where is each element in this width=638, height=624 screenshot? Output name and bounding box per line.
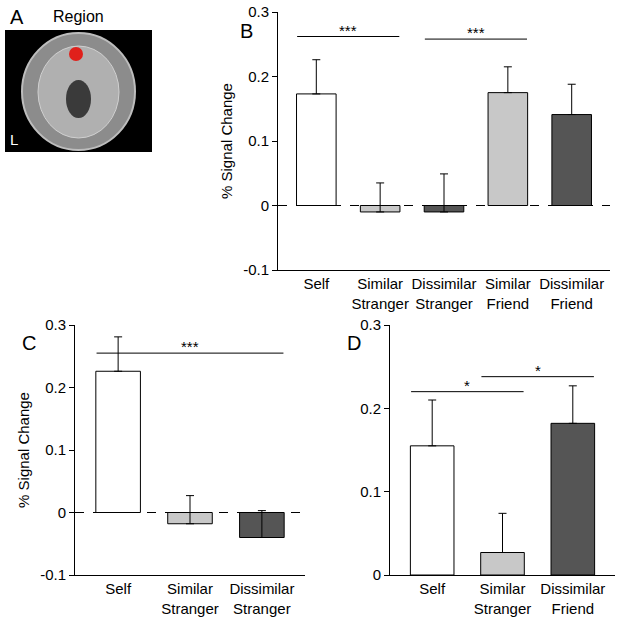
svg-text:0.3: 0.3 — [45, 316, 66, 333]
svg-text:D: D — [347, 332, 361, 354]
svg-text:0: 0 — [261, 197, 269, 214]
svg-text:% Signal Change: % Signal Change — [218, 83, 235, 199]
svg-text:L: L — [10, 131, 18, 148]
svg-text:Self: Self — [105, 580, 132, 597]
svg-text:0: 0 — [373, 566, 381, 583]
svg-text:0.1: 0.1 — [248, 132, 269, 149]
svg-text:***: *** — [181, 338, 199, 355]
svg-text:-0.1: -0.1 — [243, 261, 269, 278]
svg-text:C: C — [22, 332, 36, 354]
svg-text:0.2: 0.2 — [360, 400, 381, 417]
svg-text:SimilarStranger: SimilarStranger — [161, 580, 219, 617]
svg-text:SimilarFriend: SimilarFriend — [485, 275, 531, 312]
svg-text:0.2: 0.2 — [248, 68, 269, 85]
svg-text:*: * — [464, 377, 470, 394]
svg-text:Self: Self — [303, 275, 330, 292]
svg-text:Self: Self — [419, 580, 446, 597]
svg-text:***: *** — [339, 22, 357, 39]
svg-text:Region: Region — [53, 8, 104, 25]
svg-text:-0.1: -0.1 — [40, 566, 66, 583]
svg-text:DissimilarFriend: DissimilarFriend — [539, 275, 604, 312]
svg-text:DissimilarFriend: DissimilarFriend — [540, 580, 605, 617]
svg-text:0.1: 0.1 — [45, 441, 66, 458]
svg-text:SimilarStranger: SimilarStranger — [474, 580, 532, 617]
svg-text:% Signal Change: % Signal Change — [15, 392, 32, 508]
svg-text:DissimilarStranger: DissimilarStranger — [412, 275, 477, 312]
svg-text:B: B — [240, 20, 253, 42]
svg-text:0.2: 0.2 — [45, 379, 66, 396]
svg-text:0.3: 0.3 — [360, 316, 381, 333]
svg-text:***: *** — [467, 24, 485, 41]
svg-text:0: 0 — [58, 504, 66, 521]
svg-text:A: A — [10, 6, 24, 28]
svg-text:0.3: 0.3 — [248, 3, 269, 20]
svg-text:DissimilarStranger: DissimilarStranger — [229, 580, 294, 617]
svg-text:SimilarStranger: SimilarStranger — [351, 275, 409, 312]
svg-text:0.1: 0.1 — [360, 483, 381, 500]
svg-text:*: * — [535, 362, 541, 379]
